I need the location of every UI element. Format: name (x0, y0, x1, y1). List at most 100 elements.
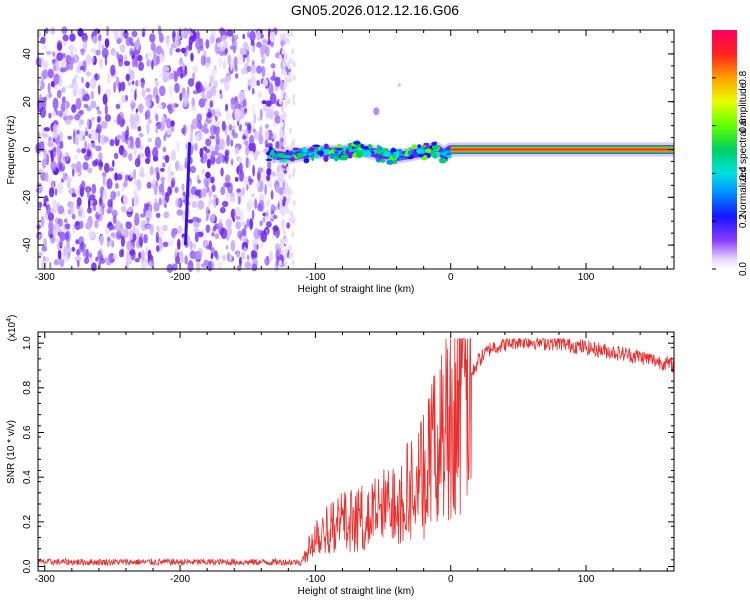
noise-speck (94, 220, 99, 229)
noise-speck (225, 73, 232, 83)
y-tick-label: 1.0 (22, 336, 33, 350)
noise-speck (146, 181, 152, 189)
noise-speck (39, 93, 42, 101)
noise-speck (229, 45, 236, 50)
noise-speck (83, 103, 89, 109)
noise-speck (96, 116, 101, 123)
colorbar-tick-label: 0.8 (738, 70, 749, 84)
noise-speck (257, 167, 264, 173)
noise-speck (280, 220, 284, 227)
noise-speck (195, 250, 202, 260)
noise-speck (106, 25, 110, 37)
noise-speck (269, 93, 277, 105)
noise-speck (181, 183, 185, 192)
noise-speck (73, 74, 79, 80)
noise-speck (102, 93, 108, 105)
noise-speck (121, 149, 128, 158)
noise-speck (61, 96, 66, 104)
noise-speck (251, 209, 255, 220)
noise-speck (155, 94, 160, 105)
noise-speck (106, 178, 113, 190)
y-tick-label: 0.0 (22, 559, 33, 573)
noise-speck (246, 46, 251, 51)
noise-speck (173, 71, 178, 83)
noise-speck (79, 220, 84, 229)
noise-speck (225, 103, 229, 112)
noise-speck (287, 98, 291, 105)
signal-blob (290, 156, 295, 162)
noise-speck (209, 124, 216, 136)
noise-speck (233, 215, 237, 220)
noise-speck (278, 259, 282, 266)
noise-speck (182, 62, 186, 72)
noise-speck (167, 163, 171, 175)
noise-speck (206, 158, 211, 169)
noise-speck (64, 117, 72, 125)
noise-speck (142, 31, 145, 38)
noise-speck (247, 31, 250, 38)
noise-speck (184, 255, 188, 265)
noise-speck (246, 218, 250, 227)
noise-speck (116, 190, 121, 197)
noise-speck (104, 103, 108, 116)
y-tick-label: 0.2 (22, 514, 33, 528)
noise-speck (200, 263, 207, 268)
noise-speck (147, 119, 152, 124)
noise-speck (287, 31, 290, 38)
noise-speck (155, 125, 158, 134)
noise-speck (279, 131, 283, 138)
noise-speck (232, 124, 236, 130)
noise-speck (210, 68, 218, 75)
noise-speck (275, 243, 281, 251)
noise-speck (265, 199, 271, 207)
noise-speck (220, 167, 224, 177)
noise-speck (283, 254, 287, 261)
noise-speck (168, 72, 175, 80)
noise-speck (252, 103, 255, 114)
noise-speck (140, 249, 145, 261)
noise-speck (59, 258, 65, 268)
colorbar-tick-label: 0.4 (738, 166, 749, 180)
noise-speck (42, 100, 47, 109)
noise-speck (233, 56, 238, 68)
noise-speck (76, 148, 81, 154)
noise-speck (121, 118, 126, 126)
noise-speck (249, 134, 255, 146)
noise-speck (111, 209, 118, 218)
noise-speck (243, 41, 248, 48)
noise-speck (41, 261, 47, 269)
y-tick-label: -20 (22, 190, 33, 205)
noise-speck (75, 221, 80, 226)
noise-speck (237, 196, 241, 205)
noise-speck (251, 87, 255, 95)
noise-speck (260, 49, 264, 58)
noise-speck (292, 99, 296, 106)
noise-speck (162, 224, 168, 232)
noise-speck (270, 190, 274, 200)
noise-speck (125, 94, 128, 102)
noise-speck (48, 262, 52, 270)
noise-speck (182, 124, 187, 136)
signal-blob (323, 143, 329, 150)
noise-speck (284, 71, 288, 77)
noise-speck (86, 149, 92, 157)
noise-speck (54, 188, 58, 196)
noise-speck (75, 239, 80, 245)
noise-speck (123, 30, 129, 39)
noise-speck (158, 32, 164, 44)
noise-speck (59, 66, 67, 73)
noise-speck (211, 213, 216, 222)
noise-speck (273, 110, 279, 117)
noise-speck (124, 53, 127, 63)
noise-speck (202, 93, 206, 100)
noise-speck (155, 45, 163, 55)
noise-speck (85, 71, 92, 77)
noise-speck (162, 66, 170, 71)
noise-speck (91, 262, 97, 272)
noise-speck (225, 191, 229, 200)
noise-speck (38, 168, 44, 175)
noise-speck (37, 251, 43, 257)
signal-blob (411, 151, 419, 156)
signal-blob (366, 151, 372, 157)
signal-blob (333, 155, 339, 162)
